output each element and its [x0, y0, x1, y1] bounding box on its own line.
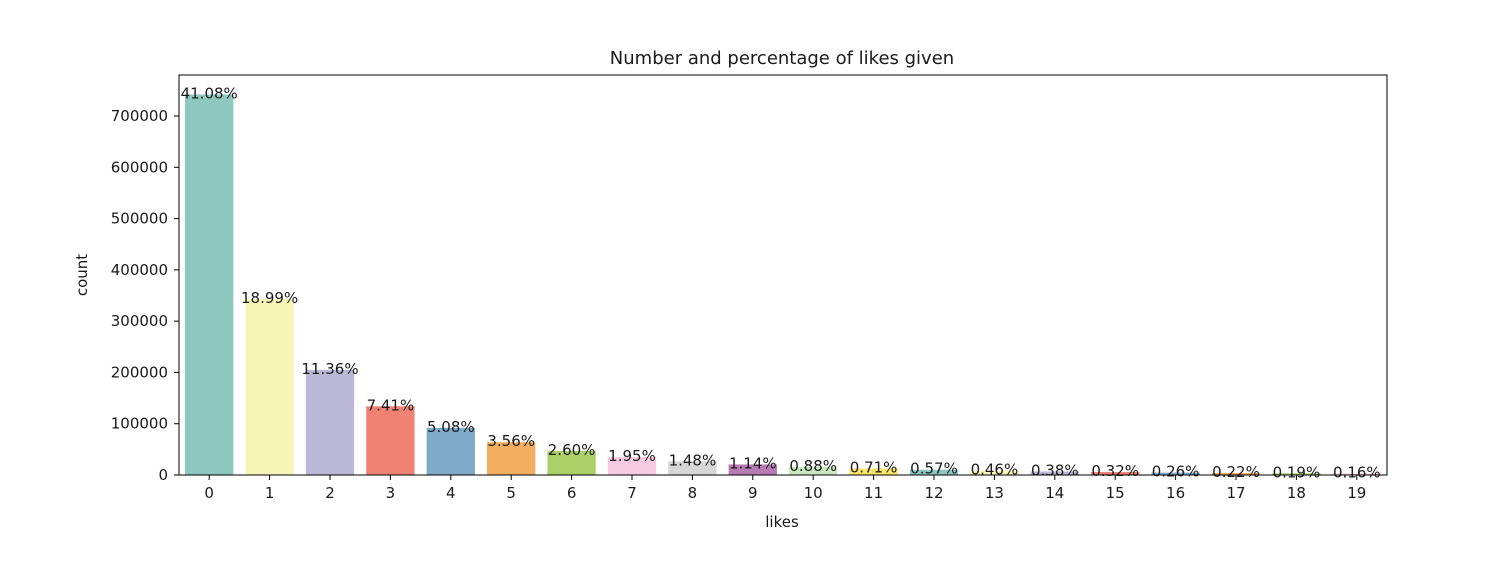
- x-tick-label-4: 4: [446, 484, 456, 502]
- bar-9: [728, 464, 777, 475]
- x-tick-label-16: 16: [1166, 484, 1185, 502]
- data-label-4: 5.08%: [427, 418, 475, 436]
- x-tick-label-15: 15: [1106, 484, 1125, 502]
- data-label-11: 0.71%: [850, 458, 898, 476]
- x-tick-label-11: 11: [864, 484, 883, 502]
- bar-19: [1332, 473, 1381, 475]
- y-tick-label-100000: 100000: [111, 415, 168, 433]
- y-tick-label-400000: 400000: [111, 261, 168, 279]
- data-label-18: 0.19%: [1273, 463, 1321, 481]
- bar-0: [185, 94, 234, 476]
- bar-4: [426, 427, 475, 475]
- data-label-16: 0.26%: [1152, 463, 1200, 481]
- data-labels-layer: 41.08% 18.99% 11.36% 7.41% 5.08% 3.56% 2.60% 1.…: [181, 84, 1381, 481]
- chart-title: Number and percentage of likes given: [610, 48, 954, 69]
- y-tick-label-300000: 300000: [111, 312, 168, 330]
- bar-17: [1211, 472, 1261, 475]
- data-label-10: 0.88%: [789, 457, 837, 475]
- x-axis-title: likes: [765, 513, 799, 531]
- y-tick-label-600000: 600000: [111, 158, 168, 176]
- x-tick-label-3: 3: [386, 484, 396, 502]
- data-label-8: 1.48%: [669, 451, 717, 469]
- y-axis-title: count: [73, 254, 91, 296]
- x-tick-label-17: 17: [1226, 484, 1245, 502]
- x-tick-label-14: 14: [1045, 484, 1064, 502]
- x-tick-label-8: 8: [688, 484, 698, 502]
- data-label-12: 0.57%: [910, 460, 958, 478]
- bar-11: [849, 468, 898, 475]
- bar-8: [668, 461, 717, 475]
- x-tick-label-5: 5: [506, 484, 516, 502]
- y-axis: 0 100000 200000 300000 400000 500000 600000 700…: [111, 107, 179, 484]
- data-label-9: 1.14%: [729, 454, 777, 472]
- x-tick-label-19: 19: [1347, 484, 1366, 502]
- x-tick-label-0: 0: [204, 484, 214, 502]
- bar-2: [305, 369, 355, 475]
- data-label-17: 0.22%: [1212, 463, 1260, 481]
- x-tick-label-18: 18: [1287, 484, 1306, 502]
- bar-14: [1030, 471, 1079, 475]
- y-tick-label-200000: 200000: [111, 363, 168, 381]
- data-label-1: 18.99%: [241, 289, 298, 307]
- data-label-2: 11.36%: [301, 360, 358, 378]
- x-tick-label-2: 2: [325, 484, 335, 502]
- x-tick-label-13: 13: [985, 484, 1004, 502]
- bar-15: [1091, 472, 1140, 475]
- bar-12: [909, 469, 959, 475]
- bar-16: [1151, 472, 1200, 475]
- x-tick-label-9: 9: [748, 484, 758, 502]
- x-tick-label-6: 6: [567, 484, 577, 502]
- bar-3: [366, 406, 415, 475]
- y-tick-label-700000: 700000: [111, 107, 168, 125]
- bar-13: [970, 470, 1019, 475]
- y-tick-label-500000: 500000: [111, 210, 168, 228]
- data-label-0: 41.08%: [181, 84, 238, 102]
- data-label-7: 1.95%: [608, 447, 656, 465]
- x-tick-label-10: 10: [804, 484, 823, 502]
- x-tick-label-7: 7: [627, 484, 637, 502]
- bar-10: [789, 466, 838, 475]
- data-label-13: 0.46%: [971, 461, 1019, 479]
- data-label-3: 7.41%: [367, 396, 415, 414]
- bar-7: [607, 457, 657, 475]
- bar-5: [487, 442, 536, 475]
- data-label-19: 0.16%: [1333, 464, 1381, 482]
- plot-frame: [178, 74, 1388, 476]
- x-axis: 0 1 2 3 4 5 6 7 8 9 10 11 12 13 14 15 16 17 18 19: [204, 475, 1366, 502]
- x-tick-label-1: 1: [265, 484, 275, 502]
- bar-1: [245, 299, 294, 475]
- bars-layer: [185, 94, 1381, 476]
- x-tick-label-12: 12: [924, 484, 943, 502]
- bar-18: [1272, 473, 1321, 475]
- data-label-15: 0.32%: [1091, 462, 1139, 480]
- data-label-6: 2.60%: [548, 441, 596, 459]
- y-tick-label-0: 0: [158, 466, 168, 484]
- data-label-5: 3.56%: [487, 432, 535, 450]
- bar-6: [547, 450, 596, 475]
